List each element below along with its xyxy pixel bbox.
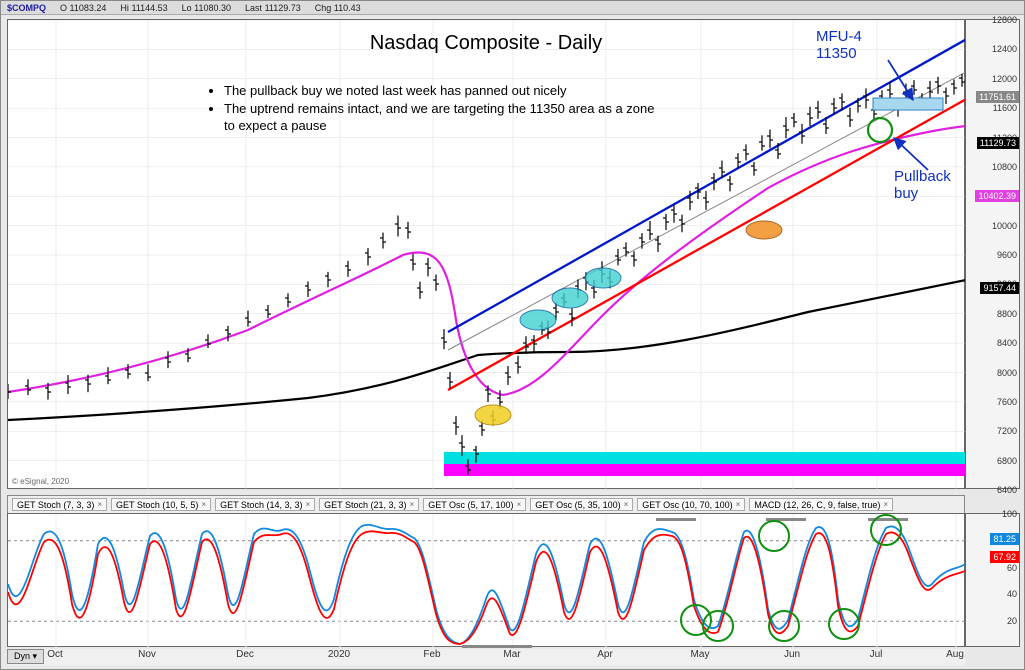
dyn-tab[interactable]: Dyn ▾: [7, 649, 44, 664]
x-tick: Oct: [47, 649, 63, 660]
x-tick: Apr: [597, 649, 613, 660]
price-y-axis: 1280012400120001160011200108001040010000…: [965, 19, 1020, 489]
stoch-y-tick: 60: [1007, 563, 1017, 573]
y-tick: 7600: [997, 397, 1017, 407]
y-tick: 8400: [997, 338, 1017, 348]
y-tick: 12800: [992, 15, 1017, 25]
stoch-svg: [8, 514, 966, 648]
ticker-bar: $COMPQ O 11083.24 Hi 11144.53 Lo 11080.3…: [1, 1, 1024, 15]
x-tick: Aug: [946, 649, 964, 660]
x-tick: Jul: [870, 649, 883, 660]
close-icon[interactable]: ×: [517, 499, 522, 511]
y-value-box: 11751.61: [976, 91, 1019, 103]
y-tick: 6400: [997, 485, 1017, 495]
close-icon[interactable]: ×: [410, 499, 415, 511]
x-tick: Nov: [138, 649, 156, 660]
close-icon[interactable]: ×: [201, 499, 206, 511]
stoch-value-box: 67.92: [990, 551, 1019, 563]
ticker-symbol: $COMPQ: [7, 1, 46, 14]
indicator-tab[interactable]: MACD (12, 26, C, 9, false, true)×: [749, 498, 893, 511]
indicator-tabs-row: GET Stoch (7, 3, 3)× GET Stoch (10, 5, 5)…: [7, 495, 965, 513]
indicator-tab[interactable]: GET Osc (5, 17, 100)×: [423, 498, 526, 511]
y-tick: 12400: [992, 44, 1017, 54]
indicator-tab[interactable]: GET Stoch (21, 3, 3)×: [319, 498, 419, 511]
y-value-box: 10402.39: [975, 190, 1019, 202]
dropdown-icon: ▾: [33, 651, 38, 661]
indicator-tab[interactable]: GET Stoch (10, 5, 5)×: [111, 498, 211, 511]
x-tick: May: [691, 649, 710, 660]
x-tick: Dec: [236, 649, 254, 660]
indicator-tab[interactable]: GET Osc (5, 35, 100)×: [530, 498, 633, 511]
indicator-tab[interactable]: GET Osc (10, 70, 100)×: [637, 498, 745, 511]
close-icon[interactable]: ×: [736, 499, 741, 511]
y-tick: 11600: [993, 103, 1017, 113]
ticker-last: Last 11129.73: [245, 1, 301, 14]
ticker-lo: Lo 11080.30: [182, 1, 231, 14]
x-tick: 2020: [328, 649, 350, 660]
chart-title: Nasdaq Composite - Daily: [370, 32, 602, 55]
time-x-axis: Oct Nov Dec 2020 Feb Mar Apr May Jun Jul Aug: [7, 649, 965, 665]
indicator-tab[interactable]: GET Stoch (7, 3, 3)×: [12, 498, 107, 511]
stoch-value-box: 81.25: [990, 533, 1019, 545]
annotation-mfu4: MFU-4 11350: [816, 28, 862, 63]
y-tick: 10800: [992, 162, 1017, 172]
stoch-y-tick: 40: [1007, 589, 1017, 599]
y-tick: 9600: [997, 250, 1017, 260]
indicator-tab[interactable]: GET Stoch (14, 3, 3)×: [215, 498, 315, 511]
copyright-text: © eSignal, 2020: [12, 477, 69, 486]
y-tick: 10000: [992, 221, 1017, 231]
y-tick: 12000: [992, 74, 1017, 84]
stoch-y-axis: 1008060402081.2567.92: [965, 513, 1020, 647]
x-tick: Mar: [503, 649, 520, 660]
annotation-pullback-buy: Pullback buy: [894, 168, 951, 203]
bullet-1: The pullback buy we noted last week has …: [224, 82, 668, 100]
x-tick: Jun: [784, 649, 800, 660]
main-price-chart[interactable]: Nasdaq Composite - Daily The pullback bu…: [7, 19, 965, 489]
ticker-open: O 11083.24: [60, 1, 106, 14]
close-icon[interactable]: ×: [624, 499, 629, 511]
y-tick: 7200: [997, 426, 1017, 436]
close-icon[interactable]: ×: [883, 499, 888, 511]
y-tick: 8800: [997, 309, 1017, 319]
stoch-y-tick: 20: [1007, 616, 1017, 626]
bullet-2: The uptrend remains intact, and we are t…: [224, 100, 668, 135]
y-value-box: 9157.44: [980, 282, 1019, 294]
ticker-hi: Hi 11144.53: [120, 1, 167, 14]
stoch-y-tick: 100: [1002, 509, 1017, 519]
ticker-chg: Chg 110.43: [315, 1, 361, 14]
x-tick: Feb: [423, 649, 440, 660]
close-icon[interactable]: ×: [97, 499, 102, 511]
chart-bullets: The pullback buy we noted last week has …: [208, 82, 668, 135]
y-value-box: 11129.73: [977, 137, 1019, 149]
y-tick: 6800: [997, 456, 1017, 466]
close-icon[interactable]: ×: [305, 499, 310, 511]
stochastic-chart[interactable]: [7, 513, 965, 647]
y-tick: 8000: [997, 368, 1017, 378]
